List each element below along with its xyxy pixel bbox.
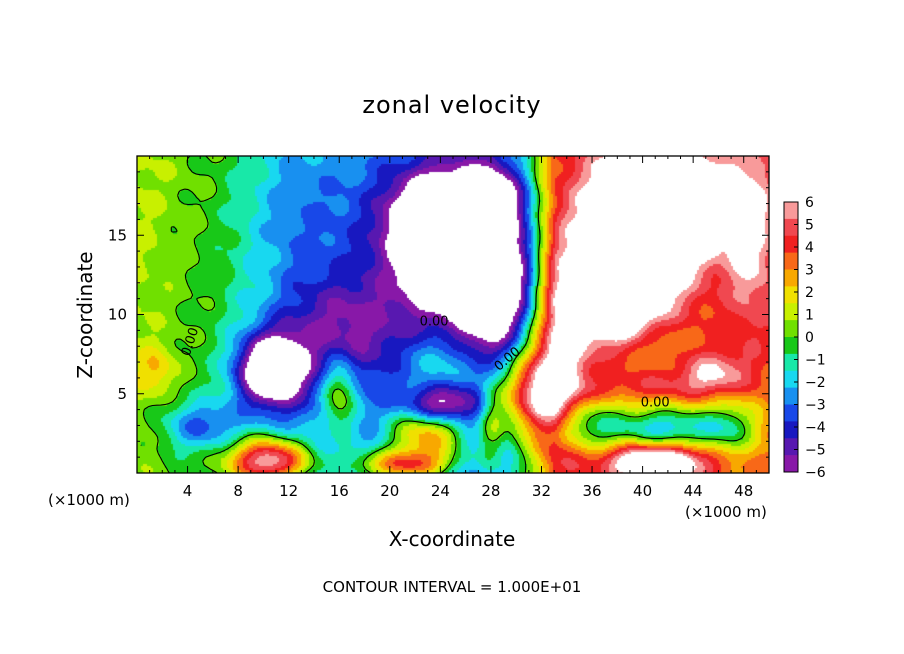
y-axis-ticks: 5 10 15 [108, 171, 769, 458]
colorbar-tick-label: −5 [805, 443, 826, 459]
x-tick-label: 44 [684, 482, 703, 500]
colorbar-tick-label: 0 [805, 330, 814, 346]
contour-label: 0.00 [420, 315, 449, 330]
x-tick-label: 48 [734, 482, 753, 500]
x-tick-label: 12 [279, 482, 298, 500]
chart-title: zonal velocity [362, 91, 541, 119]
x-axis-ticks: 4 8 12 16 20 24 28 32 36 40 44 48 [149, 156, 757, 500]
colorbar-tick-label: −3 [805, 398, 826, 414]
colorbar-swatch [784, 404, 798, 422]
colorbar-swatch [784, 421, 798, 439]
colorbar-swatch [784, 353, 798, 372]
x-tick-label: 36 [582, 482, 601, 500]
x-tick-label: 4 [183, 482, 193, 500]
colorbar-swatch [784, 438, 798, 456]
colorbar-tick-label: 1 [805, 308, 814, 324]
colorbar-swatch [784, 303, 798, 321]
x-tick-label: 24 [431, 482, 450, 500]
colorbar-swatch [784, 320, 798, 338]
colorbar-swatch [784, 202, 798, 220]
x-unit-left: (×1000 m) [48, 491, 130, 509]
y-tick-label: 15 [108, 226, 127, 244]
colorbar: 6 5 4 3 2 1 0 −1 −2 −3 −4 −5 −6 [783, 195, 826, 481]
contour-interval-note: CONTOUR INTERVAL = 1.000E+01 [323, 578, 582, 596]
colorbar-swatch [784, 370, 798, 389]
colorbar-tick-label: 2 [805, 285, 814, 301]
x-tick-label: 32 [532, 482, 551, 500]
x-axis-label: X-coordinate [389, 527, 516, 551]
plot-area: 0.000.000.000.00 4 8 12 16 20 24 28 32 36 40 44 48 … [108, 155, 770, 500]
colorbar-tick-label: −2 [805, 375, 826, 391]
y-tick-label: 10 [108, 306, 127, 324]
colorbar-tick-label: 4 [805, 240, 814, 256]
colorbar-swatch [784, 337, 798, 355]
colorbar-swatch [784, 218, 798, 237]
colorbar-swatch [784, 286, 798, 304]
colorbar-swatch [784, 252, 798, 270]
x-tick-label: 8 [233, 482, 243, 500]
zero-contour-line [140, 155, 746, 474]
colorbar-swatch [784, 269, 798, 287]
colorbar-swatch [784, 455, 798, 473]
y-axis-label: Z-coordinate [73, 251, 97, 378]
colorbar-tick-label: −6 [805, 465, 826, 481]
x-tick-label: 20 [380, 482, 399, 500]
x-tick-label: 40 [633, 482, 652, 500]
contour-label: 0.00 [641, 395, 670, 410]
x-tick-label: 28 [481, 482, 500, 500]
colorbar-tick-label: 3 [805, 263, 814, 279]
x-unit-right: (×1000 m) [685, 503, 767, 521]
heatmap-raster [137, 156, 769, 473]
y-tick-label: 5 [117, 385, 127, 403]
colorbar-swatch [784, 235, 798, 254]
colorbar-tick-label: −1 [805, 353, 826, 369]
colorbar-tick-label: 5 [805, 218, 814, 234]
x-tick-label: 16 [330, 482, 349, 500]
colorbar-tick-label: −4 [805, 420, 826, 436]
colorbar-swatch [784, 387, 798, 405]
colorbar-tick-label: 6 [805, 195, 814, 211]
